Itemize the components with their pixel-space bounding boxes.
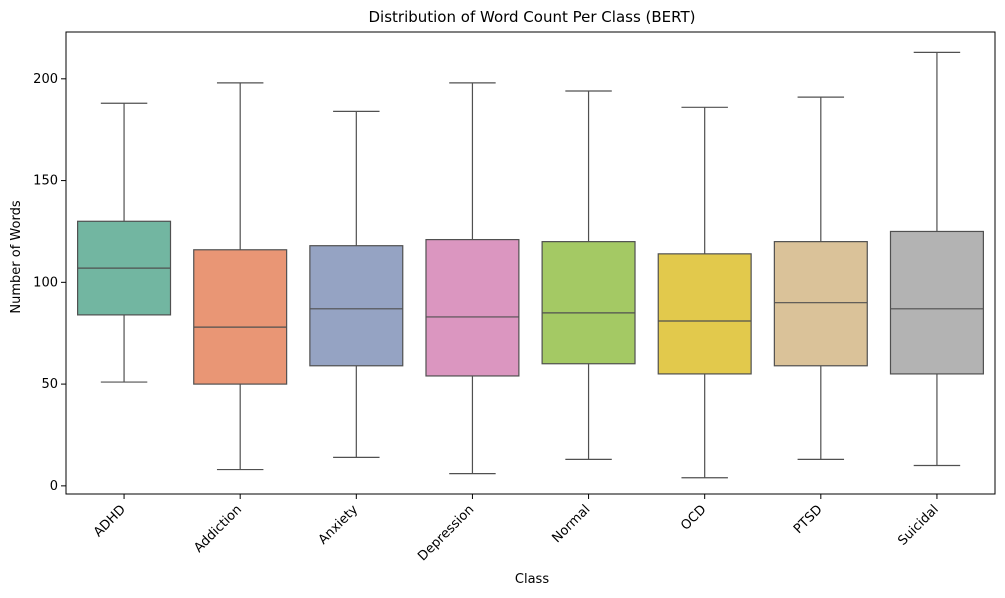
plot-area-frame: [65, 31, 996, 495]
y-tick-label: 100: [33, 275, 58, 290]
box-ptsd: [773, 96, 868, 461]
x-tick-label: Suicidal: [895, 502, 941, 548]
x-tick-label: Normal: [550, 502, 594, 546]
iqr-box: [773, 241, 868, 367]
x-tick-label: ADHD: [91, 502, 129, 540]
iqr-box: [425, 238, 520, 377]
iqr-box: [657, 253, 752, 375]
x-tick-label: Anxiety: [316, 502, 362, 548]
iqr-box: [309, 245, 404, 367]
iqr-box: [193, 249, 288, 385]
box-depression: [425, 82, 520, 475]
y-tick-label: 200: [33, 72, 58, 87]
box-normal: [541, 90, 636, 461]
y-axis-label: Number of Words: [9, 200, 24, 313]
box-suicidal: [889, 51, 984, 467]
y-tick-label: 150: [33, 174, 58, 189]
iqr-box: [889, 230, 984, 375]
box-addiction: [193, 82, 288, 471]
x-tick-label: Depression: [415, 502, 477, 564]
x-axis: ADHD Addiction Anxiety Depression Normal OCD P…: [91, 494, 942, 564]
x-tick-label: PTSD: [791, 502, 826, 537]
x-axis-label: Class: [515, 572, 549, 587]
iqr-box: [541, 241, 636, 365]
y-tick-label: 50: [41, 377, 58, 392]
box-adhd: [77, 102, 172, 383]
chart-title: Distribution of Word Count Per Class (BE…: [368, 8, 695, 26]
x-tick-label: OCD: [678, 502, 709, 533]
y-axis: 0 50 100 150 200: [33, 72, 66, 494]
box-series: [77, 51, 984, 479]
box-ocd: [657, 106, 752, 479]
y-tick-label: 0: [50, 479, 58, 494]
x-tick-label: Addiction: [191, 502, 245, 556]
box-anxiety: [309, 110, 404, 458]
